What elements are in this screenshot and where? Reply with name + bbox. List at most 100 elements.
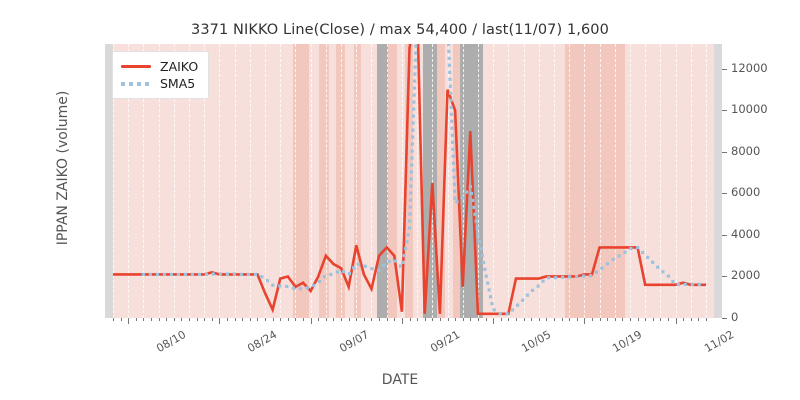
series-dot-sma5 <box>617 254 621 258</box>
series-dot-sma5 <box>476 233 481 237</box>
series-dot-sma5 <box>413 79 417 83</box>
series-dot-sma5 <box>387 259 391 264</box>
background-band <box>354 44 361 318</box>
background-band <box>319 44 329 318</box>
series-dot-sma5 <box>492 308 496 312</box>
y-tick-label: 2000 <box>731 268 761 283</box>
x-tick-mark-minor <box>363 318 365 321</box>
background-band <box>625 44 714 318</box>
series-dot-sma5 <box>487 288 491 292</box>
x-tick-mark-minor <box>576 318 578 321</box>
series-dot-sma5 <box>469 191 474 196</box>
x-tick-label: 09/21 <box>428 328 463 356</box>
series-dot-sma5 <box>413 65 417 69</box>
x-tick-mark-minor <box>143 318 145 321</box>
legend-item-zaiko[interactable]: ZAIKO <box>121 58 198 75</box>
series-dot-sma5 <box>666 274 670 278</box>
x-tick-mark-minor <box>211 318 213 321</box>
x-tick-mark-minor <box>424 318 426 321</box>
grid-line <box>706 44 707 318</box>
series-dot-sma5 <box>409 170 414 174</box>
legend-label-zaiko: ZAIKO <box>160 59 199 74</box>
x-tick-mark-minor <box>439 318 441 321</box>
series-dot-sma5 <box>594 270 598 274</box>
series-dot-sma5 <box>448 70 452 74</box>
x-tick-mark-minor <box>287 318 289 321</box>
series-dot-sma5 <box>398 264 403 268</box>
series-dot-sma5 <box>412 107 416 111</box>
series-dot-sma5 <box>408 205 412 209</box>
series-dot-sma5 <box>414 51 418 55</box>
y-axis-label: IPPAN ZAIKO (volume) <box>55 90 71 246</box>
series-dot-sma5 <box>471 198 475 203</box>
series-dot-sma5 <box>298 287 302 291</box>
x-tick-mark-minor <box>325 318 327 321</box>
x-tick-mark-minor <box>462 318 464 321</box>
x-tick-mark-minor <box>265 318 267 321</box>
x-tick-mark-minor <box>591 318 593 321</box>
x-tick-mark-minor <box>622 318 624 321</box>
x-tick-mark-minor <box>652 318 654 321</box>
legend-swatch-dotted-line-icon <box>121 78 151 90</box>
x-tick-mark-major <box>401 318 403 324</box>
grid-line <box>584 44 586 318</box>
x-tick-mark-minor <box>546 318 548 321</box>
series-dot-sma5 <box>246 272 250 277</box>
x-tick-mark-minor <box>538 318 540 321</box>
x-tick-mark-minor <box>151 318 152 321</box>
x-tick-mark-minor <box>341 318 343 321</box>
y-tick-label: 10000 <box>731 102 768 117</box>
series-dot-sma5 <box>451 154 455 158</box>
y-tick-label: 4000 <box>731 226 761 241</box>
series-dot-sma5 <box>521 298 525 302</box>
series-dot-sma5 <box>449 112 454 116</box>
series-dot-sma5 <box>347 271 352 276</box>
x-tick-label: 10/19 <box>610 328 645 356</box>
x-tick-mark-minor <box>553 318 555 321</box>
series-dot-sma5 <box>451 161 456 165</box>
series-dot-sma5 <box>479 247 483 251</box>
x-tick-label: 08/10 <box>154 328 189 356</box>
series-dot-sma5 <box>574 274 579 279</box>
legend-swatch-solid-line-icon <box>121 61 151 73</box>
x-tick-mark-minor <box>531 318 533 321</box>
series-dot-sma5 <box>623 250 627 254</box>
x-tick-mark-minor <box>333 318 335 321</box>
legend-item-sma5[interactable]: SMA5 <box>121 75 198 92</box>
series-dot-sma5 <box>484 274 488 278</box>
grid-line <box>477 44 479 318</box>
series-dot-sma5 <box>410 142 415 146</box>
series-dot-sma5 <box>447 49 451 53</box>
x-tick-mark-minor <box>477 318 479 321</box>
grid-line <box>113 44 114 318</box>
series-dot-sma5 <box>651 260 655 264</box>
series-dot-sma5 <box>141 272 146 277</box>
series-dot-sma5 <box>197 272 202 277</box>
series-dot-sma5 <box>411 128 415 132</box>
x-tick-mark-minor <box>257 318 259 321</box>
background-band <box>336 44 345 318</box>
background-band <box>105 44 113 318</box>
x-tick-mark-major <box>584 318 586 324</box>
y-tick-mark <box>722 276 727 278</box>
x-tick-mark-minor <box>523 318 525 321</box>
series-dot-sma5 <box>629 246 633 251</box>
grid-line <box>599 44 601 318</box>
y-tick-mark <box>722 68 727 70</box>
x-tick-mark-minor <box>645 318 647 321</box>
grid-line <box>386 44 388 318</box>
series-dot-sma5 <box>473 212 477 216</box>
series-dot-sma5 <box>468 185 472 189</box>
x-tick-mark-minor <box>614 318 616 321</box>
x-tick-mark-minor <box>379 318 381 321</box>
series-dot-sma5 <box>450 126 454 130</box>
x-tick-mark-minor <box>318 318 320 321</box>
series-dot-sma5 <box>656 265 660 269</box>
series-dot-sma5 <box>448 91 453 95</box>
x-tick-mark-minor <box>386 318 388 321</box>
y-tick-mark <box>722 193 727 195</box>
x-tick-mark-minor <box>470 318 472 321</box>
x-tick-mark-minor <box>561 318 563 321</box>
series-dot-sma5 <box>449 105 453 109</box>
background-band <box>377 44 388 318</box>
